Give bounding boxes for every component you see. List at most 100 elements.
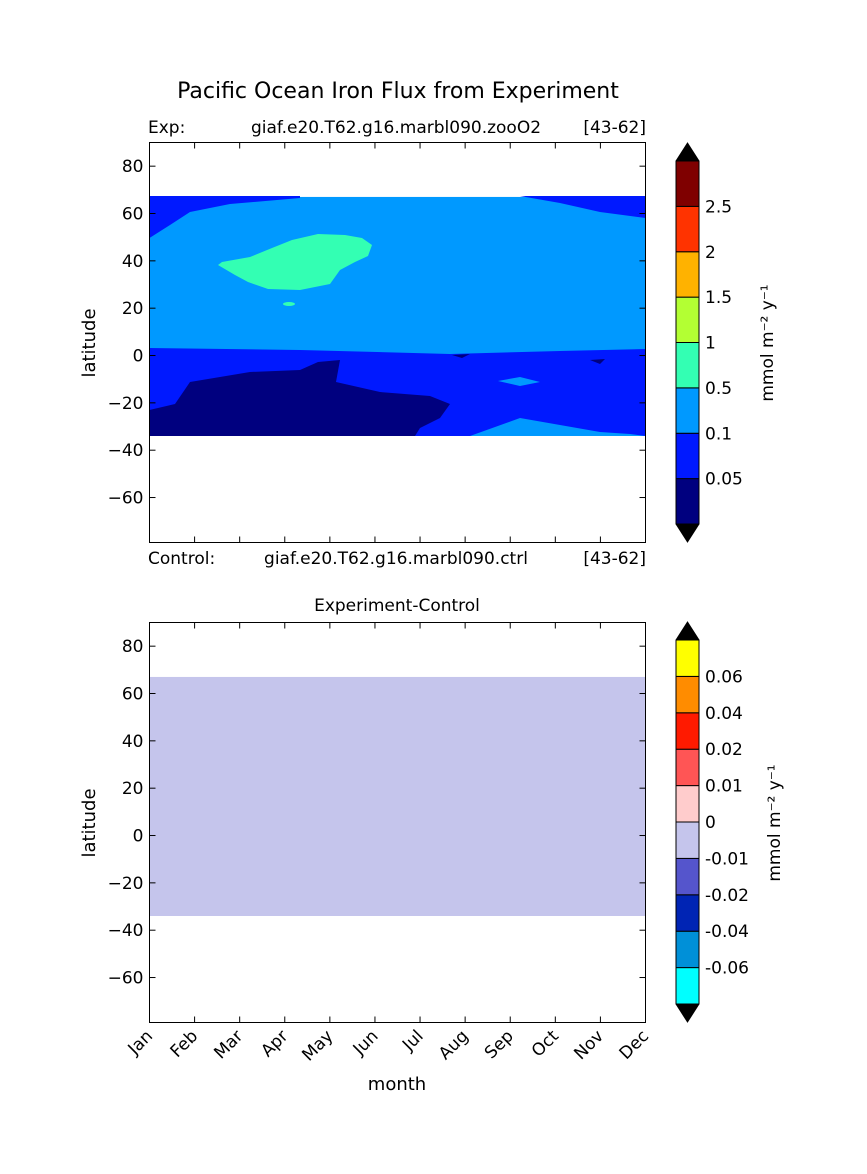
experiment-colorbar-label: mmol m⁻² y⁻¹	[758, 284, 778, 401]
difference-colorbar-label: mmol m⁻² y⁻¹	[765, 764, 785, 881]
colorbar-segment	[675, 342, 700, 389]
x-tick-label: Dec	[616, 1026, 653, 1063]
y-tick-label: 0	[133, 827, 144, 847]
colorbar-extend-max	[676, 143, 699, 161]
x-tick-label: Jan	[124, 1026, 157, 1059]
colorbar-tick-label: 0.5	[705, 379, 732, 399]
difference-plot-frame	[149, 622, 646, 1023]
y-tick-label: 80	[122, 637, 144, 657]
x-tick-label: Nov	[570, 1026, 608, 1064]
colorbar-tick-label: -0.06	[705, 959, 749, 979]
colorbar-segment	[675, 857, 700, 896]
y-tick-label: −40	[108, 921, 144, 941]
colorbar-tick-label: 1	[705, 334, 716, 354]
colorbar-segment	[675, 432, 700, 480]
difference-xlabel: month	[368, 1074, 426, 1095]
colorbar-segment	[675, 675, 700, 714]
colorbar-segment	[675, 930, 700, 969]
y-tick-label: −60	[108, 969, 144, 989]
experiment-plot-frame	[149, 142, 646, 543]
control-left-label: Control:	[148, 549, 215, 569]
y-tick-label: 60	[122, 205, 144, 225]
difference-colorbar: -0.06 -0.04 -0.02 -0.01 0 0.01 0.02 0.04 0.06	[675, 621, 749, 1023]
exp-center-title: giaf.e20.T62.g16.marbl090.zooO2	[251, 118, 541, 138]
colorbar-outline	[675, 142, 700, 543]
difference-title: Experiment-Control	[314, 596, 480, 616]
colorbar-outline	[675, 621, 700, 1023]
difference-field	[149, 676, 646, 916]
exp-right-title: [43-62]	[583, 118, 646, 138]
x-tick-label: Mar	[210, 1026, 247, 1063]
colorbar-segment	[675, 251, 700, 298]
colorbar-tick-label: 2.5	[705, 197, 732, 217]
colorbar-tick-label: 0	[705, 813, 716, 833]
colorbar-tick-label: 0.01	[705, 777, 743, 797]
y-tick-label: −20	[108, 874, 144, 894]
difference-ylabel: latitude	[79, 788, 100, 857]
x-tick-label: Sep	[481, 1026, 518, 1063]
y-tick-label: −40	[108, 441, 144, 461]
y-tick-label: 20	[122, 779, 144, 799]
colorbar-segment	[675, 639, 700, 677]
colorbar-extend-min	[676, 524, 699, 542]
experiment-panel: Exp: giaf.e20.T62.g16.marbl090.zooO2 [43…	[79, 118, 778, 569]
y-tick-label: 80	[122, 157, 144, 177]
band-0.05-0.1-north-west	[149, 196, 300, 238]
x-tick-label: May	[298, 1026, 337, 1065]
exp-left-title: Exp:	[148, 118, 185, 138]
figure-title: Pacific Ocean Iron Flux from Experiment	[177, 79, 619, 104]
colorbar-segment	[675, 160, 700, 207]
colorbar-segment	[675, 478, 700, 525]
colorbar-tick-label: 0.02	[705, 740, 743, 760]
y-tick-label: 60	[122, 685, 144, 705]
colorbar-tick-label: 2	[705, 243, 716, 263]
x-tick-label: Oct	[528, 1026, 563, 1061]
band-0.5-1	[218, 234, 372, 290]
colorbar-extend-max	[676, 622, 699, 640]
y-tick-label: 20	[122, 299, 144, 319]
y-tick-label: 40	[122, 252, 144, 272]
colorbar-segment	[675, 748, 700, 787]
y-tick-label: 0	[133, 347, 144, 367]
band-below-0.05-speck	[590, 359, 605, 364]
experiment-colorbar: 0.05 0.1 0.5 1 1.5 2 2.5	[675, 142, 743, 543]
colorbar-segment	[675, 894, 700, 932]
colorbar-segment	[675, 785, 700, 823]
experiment-field	[149, 196, 646, 436]
colorbar-tick-label: -0.02	[705, 886, 749, 906]
x-tick-label: Feb	[167, 1026, 202, 1061]
colorbar-tick-label: -0.04	[705, 922, 749, 942]
band-below-0.05	[149, 360, 450, 436]
y-tick-label: −20	[108, 394, 144, 414]
experiment-ylabel: latitude	[79, 308, 100, 377]
x-tick-label: Aug	[435, 1026, 473, 1064]
colorbar-tick-label: -0.01	[705, 849, 749, 869]
control-center-label: giaf.e20.T62.g16.marbl090.ctrl	[264, 549, 528, 569]
colorbar-tick-label: 1.5	[705, 288, 732, 308]
band-0.05-0.1-north-east	[520, 196, 646, 218]
colorbar-segment	[675, 387, 700, 434]
x-tick-label: Jul	[398, 1026, 427, 1055]
colorbar-segment	[675, 296, 700, 343]
colorbar-tick-label: 0.1	[705, 424, 732, 444]
colorbar-segment	[675, 712, 700, 750]
x-tick-label: Apr	[257, 1026, 292, 1061]
experiment-y-axis: 80 60 40 20 0 −20 −40 −60	[108, 157, 646, 509]
difference-fill	[149, 676, 646, 916]
y-tick-label: 40	[122, 732, 144, 752]
colorbar-segment	[675, 821, 700, 859]
x-tick-label: Jun	[349, 1026, 383, 1060]
difference-y-axis: 80 60 40 20 0 −20 −40 −60	[108, 637, 646, 989]
colorbar-extend-min	[676, 1004, 699, 1022]
control-right-label: [43-62]	[583, 549, 646, 569]
colorbar-tick-label: 0.06	[705, 667, 743, 687]
colorbar-segment	[675, 967, 700, 1005]
colorbar-tick-label: 0.05	[705, 470, 743, 490]
band-below-0.05-speck	[452, 354, 470, 358]
band-0.1-0.5-patch	[498, 377, 540, 386]
band-0.5-1-speck	[283, 302, 295, 306]
colorbar-segment	[675, 205, 700, 253]
colorbar-tick-label: 0.04	[705, 704, 743, 724]
y-tick-label: −60	[108, 489, 144, 509]
